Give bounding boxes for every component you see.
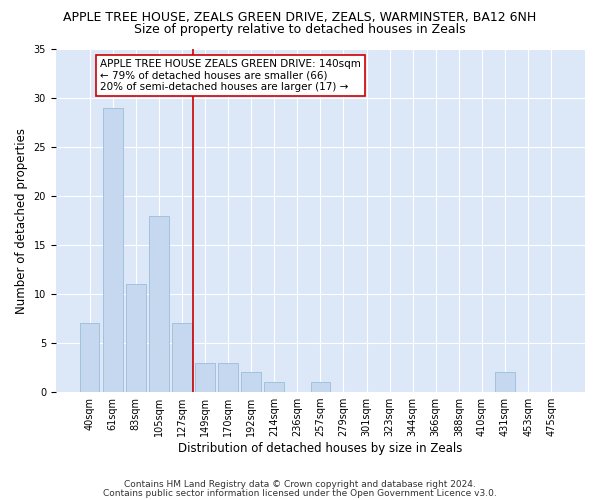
X-axis label: Distribution of detached houses by size in Zeals: Distribution of detached houses by size … xyxy=(178,442,463,455)
Bar xyxy=(311,382,330,392)
Y-axis label: Number of detached properties: Number of detached properties xyxy=(15,128,28,314)
Bar xyxy=(218,362,238,392)
Bar xyxy=(126,284,146,392)
Bar xyxy=(195,362,215,392)
Text: Contains public sector information licensed under the Open Government Licence v3: Contains public sector information licen… xyxy=(103,488,497,498)
Bar xyxy=(495,372,515,392)
Text: Contains HM Land Registry data © Crown copyright and database right 2024.: Contains HM Land Registry data © Crown c… xyxy=(124,480,476,489)
Text: APPLE TREE HOUSE, ZEALS GREEN DRIVE, ZEALS, WARMINSTER, BA12 6NH: APPLE TREE HOUSE, ZEALS GREEN DRIVE, ZEA… xyxy=(64,11,536,24)
Text: APPLE TREE HOUSE ZEALS GREEN DRIVE: 140sqm
← 79% of detached houses are smaller : APPLE TREE HOUSE ZEALS GREEN DRIVE: 140s… xyxy=(100,59,361,92)
Bar xyxy=(103,108,122,392)
Bar xyxy=(265,382,284,392)
Text: Size of property relative to detached houses in Zeals: Size of property relative to detached ho… xyxy=(134,22,466,36)
Bar xyxy=(80,324,100,392)
Bar xyxy=(172,324,192,392)
Bar xyxy=(241,372,261,392)
Bar xyxy=(149,216,169,392)
